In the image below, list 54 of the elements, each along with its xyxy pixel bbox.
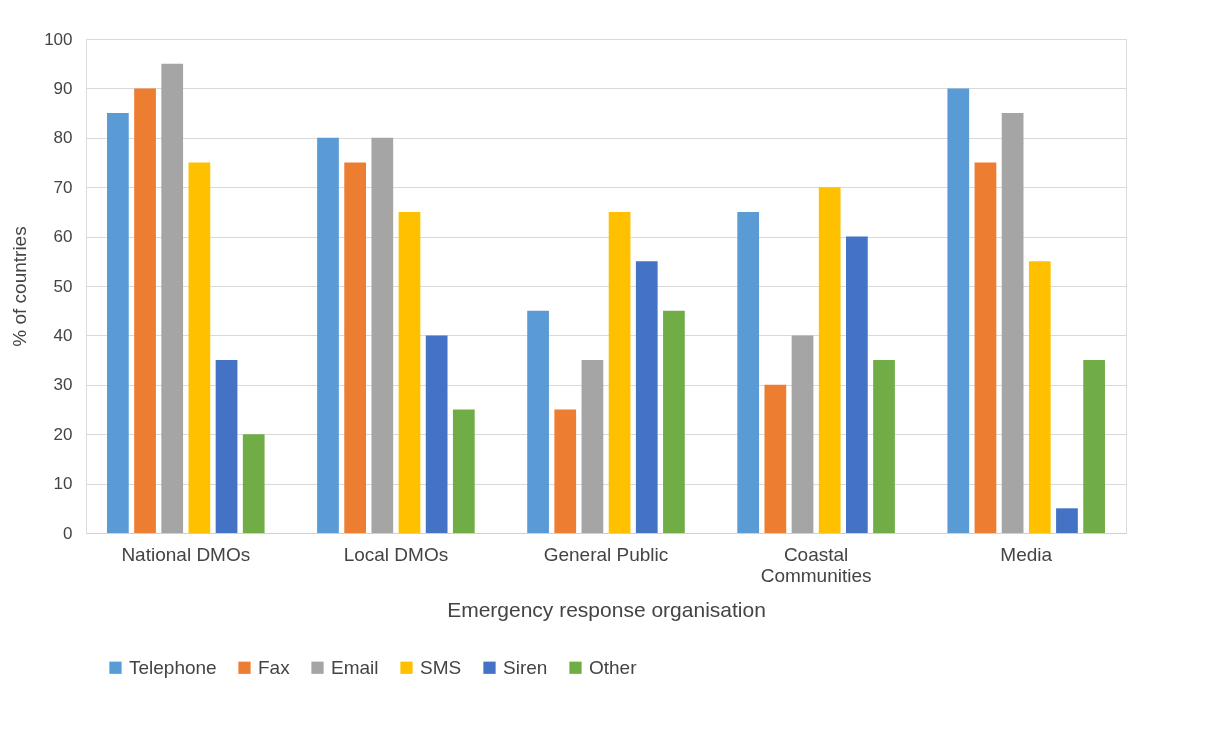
bar [737, 211, 760, 533]
bar [1001, 113, 1024, 533]
legend-label: SMS [420, 656, 462, 678]
bar [134, 88, 156, 533]
bar [317, 137, 339, 533]
bar [608, 211, 631, 533]
y-tick-label: 90 [53, 78, 73, 98]
bar [344, 162, 367, 533]
x-axis-title: Emergency response organisation [447, 597, 766, 621]
bar [215, 360, 238, 533]
bar [398, 211, 421, 533]
bar [1056, 508, 1078, 533]
y-tick-label: 100 [44, 29, 73, 49]
y-tick-label: 30 [53, 375, 73, 395]
legend-label: Email [331, 656, 379, 678]
bar [764, 384, 787, 533]
bar [1083, 360, 1105, 533]
y-tick-label: 60 [53, 227, 73, 247]
x-tick-label: National DMOs [121, 543, 251, 565]
bar [663, 310, 685, 533]
y-tick-label: 10 [53, 474, 73, 494]
bar [845, 236, 868, 533]
bar [581, 360, 604, 533]
x-tick-label: General Public [543, 543, 669, 565]
bar [527, 310, 549, 533]
legend-label: Other [589, 656, 638, 678]
bar [554, 409, 577, 533]
bar [425, 335, 448, 533]
bar [974, 162, 997, 533]
legend-label: Fax [258, 656, 291, 678]
y-axis-title: % of countries [9, 226, 31, 347]
y-tick-label: 50 [53, 276, 73, 296]
bar [947, 88, 970, 533]
bar [371, 137, 394, 533]
bar [818, 187, 841, 533]
bar [873, 360, 895, 533]
y-tick-label: 40 [53, 325, 73, 345]
legend-label: Telephone [129, 656, 217, 678]
bar [242, 434, 265, 533]
bar [188, 162, 211, 533]
x-tick-label: Coastal Communities [760, 543, 872, 586]
legend-label: Siren [503, 656, 548, 678]
y-tick-label: 20 [53, 424, 73, 444]
bar [161, 63, 184, 533]
bar [452, 409, 475, 533]
bar [107, 113, 129, 533]
bar [635, 261, 658, 533]
y-tick-label: 70 [53, 177, 73, 197]
bar [1028, 261, 1051, 533]
x-tick-label: Local DMOs [343, 543, 449, 565]
bar [791, 335, 814, 533]
y-tick-label: 0 [63, 523, 73, 543]
x-tick-label: Media [1000, 543, 1053, 565]
y-tick-label: 80 [53, 128, 73, 148]
